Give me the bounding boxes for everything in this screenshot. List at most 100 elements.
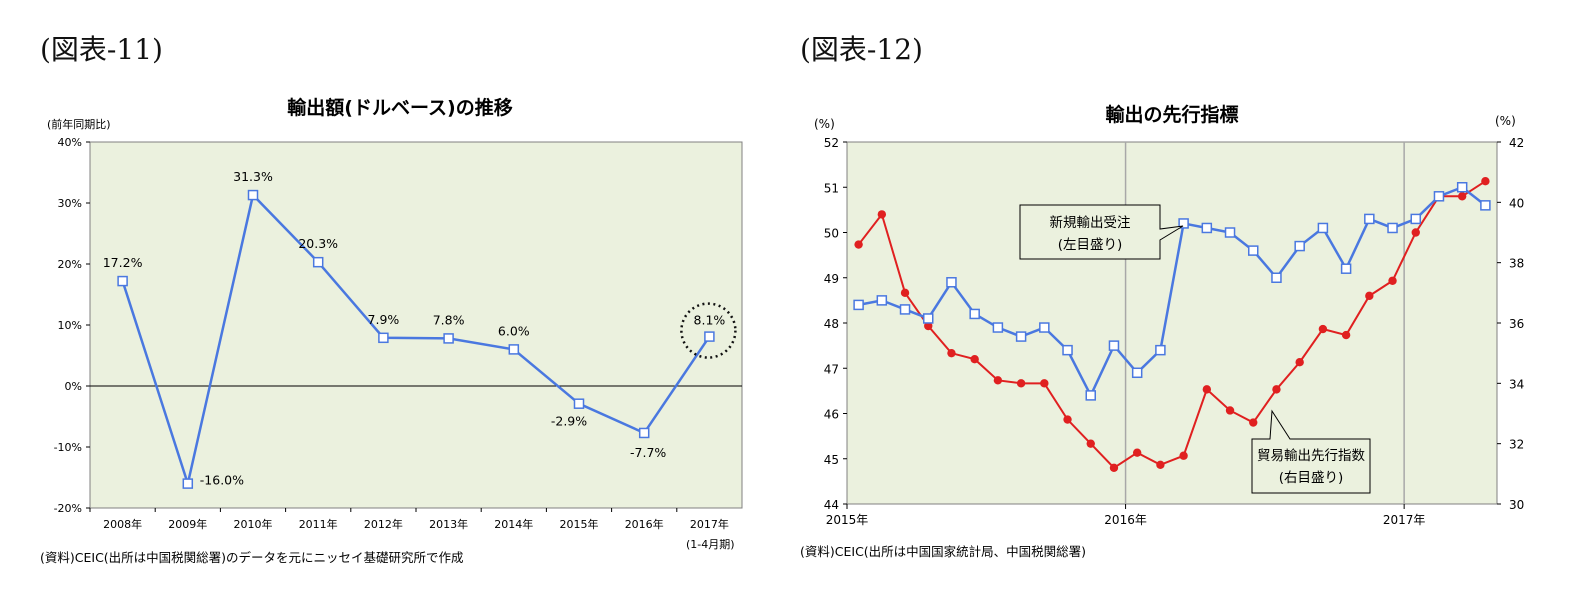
- chart2-index-point: [1318, 324, 1328, 334]
- chart2-index-point: [970, 355, 979, 364]
- chart2-right-unit: (%): [1495, 114, 1516, 128]
- chart2-orders-point: [1433, 191, 1445, 202]
- chart2-index-point: [1225, 406, 1235, 415]
- chart1-markers: [117, 189, 715, 489]
- chart2-orders-point: [969, 308, 980, 320]
- chart2-callout-orders: 新規輸出受注 (左目盛り): [1019, 204, 1184, 260]
- chart1-y-ticks: 40% 30% 20% 10% 0% -10% -20%: [54, 136, 90, 515]
- chart2-index-point: [1156, 460, 1165, 469]
- chart2-orders-point: [1085, 390, 1096, 401]
- chart2-series-index-line: [857, 180, 1486, 470]
- chart1-x-tick-label: 2016年: [625, 517, 664, 531]
- chart1-y-tick-label: 40%: [58, 136, 82, 149]
- callout-index-line1: 貿易輸出先行指数: [1257, 448, 1365, 464]
- export-value-chart: 輸出額(ドルベース)の推移 (前年同期比) 40% 30% 20% 10% 0% -10%…: [40, 96, 743, 565]
- chart2-x-tick-label: 2016年: [1104, 513, 1147, 527]
- chart1-title: 輸出額(ドルベース)の推移: [287, 96, 512, 119]
- chart2-index-point: [1132, 448, 1142, 457]
- chart1-point-marker: [378, 332, 389, 344]
- chart2-index-point: [1040, 379, 1049, 388]
- chart2-right-tick-label: 34: [1509, 377, 1524, 391]
- chart1-y-tick-label: 0%: [65, 380, 82, 393]
- chart1-x-tick-label: 2012年: [364, 517, 403, 531]
- chart1-data-label: 20.3%: [298, 236, 338, 251]
- chart2-orders-point: [1155, 344, 1166, 356]
- chart1-data-label: 6.0%: [498, 323, 530, 338]
- chart2-orders-point: [1294, 240, 1305, 252]
- chart1-data-label: -2.9%: [551, 414, 587, 429]
- chart2-left-ticks: 52 51 50 49 48 47 46 45 44: [824, 136, 847, 512]
- chart1-x-ticks: 2008年 2009年 2010年 2011年 2012年 2013年 2014年 2015年…: [89, 508, 729, 531]
- chart1-x-tick-label: 2014年: [494, 517, 533, 531]
- chart2-right-tick-label: 30: [1509, 498, 1524, 512]
- chart2-index-point: [1016, 379, 1026, 388]
- chart1-highlight-circle: [680, 302, 737, 359]
- chart1-y-tick-label: -10%: [54, 441, 82, 454]
- chart1-x-tick-label: 2017年: [690, 517, 729, 531]
- chart2-right-ticks: 42 40 38 36 34 32 30: [1497, 136, 1524, 512]
- chart1-data-label: 7.9%: [368, 312, 400, 327]
- chart2-orders-point: [1456, 182, 1468, 193]
- chart2-index-point: [1481, 177, 1490, 186]
- chart2-series-index-markers: [854, 177, 1490, 472]
- chart2-orders-point: [1271, 272, 1282, 283]
- chart2-index-point: [1202, 385, 1212, 394]
- chart1-data-label: 17.2%: [103, 255, 143, 270]
- chart2-index-point: [1086, 439, 1095, 448]
- chart2-x-ticks: 2015年 2016年 2017年: [826, 504, 1425, 527]
- chart1-x-tick-label: 2010年: [234, 517, 273, 531]
- chart2-orders-point: [992, 322, 1004, 333]
- chart2-orders-point: [1108, 340, 1120, 351]
- chart1-y-unit: (前年同期比): [47, 117, 111, 131]
- chart2-orders-point: [1364, 213, 1375, 225]
- chart2-left-tick-label: 52: [824, 136, 839, 150]
- chart2-orders-point: [1410, 213, 1421, 225]
- chart2-index-point: [1457, 192, 1467, 201]
- export-leading-indicators-chart: 輸出の先行指標 (%) (%) 52 51 50 49 48 47 46 45 44 42 40 3…: [800, 103, 1524, 559]
- callout-orders-line1: 新規輸出受注: [1050, 215, 1131, 231]
- chart1-point-marker: [508, 344, 520, 355]
- chart2-orders-point: [946, 277, 957, 288]
- chart1-x-tick-label: 2009年: [168, 517, 207, 531]
- chart2-orders-point: [1062, 344, 1073, 356]
- chart2-index-point: [924, 321, 933, 331]
- chart2-left-unit: (%): [814, 117, 835, 131]
- chart1-data-label: 8.1%: [694, 313, 726, 328]
- chart1-point-marker: [312, 256, 324, 268]
- chart1-point-marker: [247, 189, 259, 201]
- chart2-orders-point: [1201, 222, 1213, 234]
- chart2-index-point: [877, 210, 887, 219]
- chart2-year-gridlines: [1124, 142, 1405, 504]
- chart2-series-orders-line: [858, 185, 1487, 399]
- chart2-orders-point: [1317, 222, 1329, 234]
- chart2-series-orders-markers: [853, 182, 1491, 401]
- chart1-point-marker: [182, 478, 194, 489]
- chart2-left-tick-label: 49: [824, 272, 839, 286]
- chart1-plot-area: [89, 141, 743, 509]
- chart2-orders-point: [1387, 222, 1398, 234]
- chart1-data-label: 7.8%: [433, 312, 465, 327]
- chart2-right-tick-label: 36: [1509, 317, 1524, 331]
- chart1-y-tick-label: -20%: [54, 502, 82, 515]
- chart2-right-tick-label: 32: [1509, 438, 1524, 452]
- chart1-point-marker: [638, 427, 650, 439]
- chart2-index-point: [1341, 330, 1351, 340]
- chart2-index-point: [1295, 358, 1304, 367]
- chart2-right-tick-label: 40: [1509, 196, 1524, 210]
- chart2-right-tick-label: 42: [1509, 136, 1524, 150]
- chart2-orders-point: [1015, 331, 1027, 342]
- chart1-data-label: 31.3%: [233, 169, 273, 184]
- chart2-orders-point: [1248, 245, 1259, 256]
- figure-12-label: (図表-12): [800, 33, 923, 66]
- chart1-data-label: -16.0%: [200, 473, 244, 488]
- chart2-left-tick-label: 47: [824, 362, 839, 376]
- chart2-orders-point: [1224, 227, 1236, 238]
- chart2-index-point: [947, 348, 956, 358]
- chart2-index-point: [900, 288, 910, 298]
- chart2-left-tick-label: 51: [824, 181, 839, 195]
- chart1-point-marker: [704, 331, 715, 342]
- chart2-index-point: [1063, 415, 1072, 424]
- chart2-orders-point: [876, 295, 888, 306]
- chart2-x-tick-label: 2015年: [826, 513, 869, 527]
